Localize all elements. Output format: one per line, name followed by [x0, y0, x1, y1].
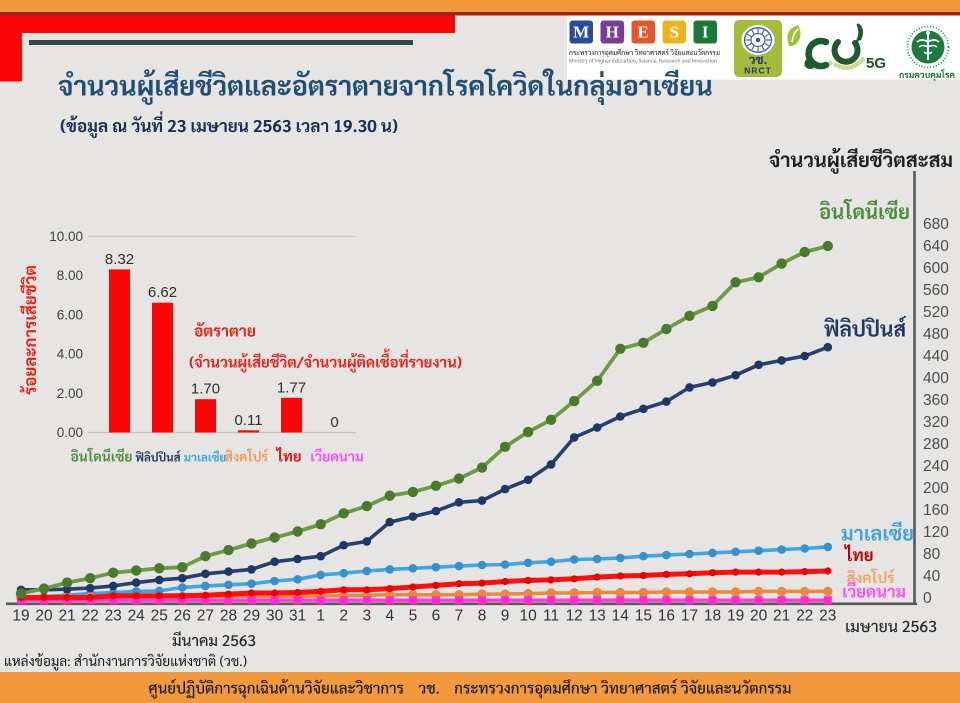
svg-text:M: M: [573, 23, 589, 42]
svg-text:10: 10: [519, 608, 537, 625]
svg-text:200: 200: [923, 480, 949, 497]
svg-text:400: 400: [923, 370, 949, 387]
svg-text:21: 21: [773, 608, 790, 625]
svg-text:11: 11: [543, 608, 559, 625]
svg-text:4: 4: [385, 608, 394, 625]
svg-text:5G: 5G: [866, 55, 886, 72]
svg-text:280: 280: [923, 436, 949, 453]
svg-text:3: 3: [362, 608, 371, 625]
svg-text:8.32: 8.32: [105, 251, 134, 268]
svg-text:14: 14: [612, 608, 630, 625]
svg-text:23: 23: [105, 608, 122, 625]
svg-text:13: 13: [589, 608, 606, 625]
svg-text:440: 440: [923, 348, 949, 365]
svg-text:25: 25: [151, 608, 168, 625]
svg-text:520: 520: [923, 304, 949, 321]
svg-text:H: H: [606, 23, 619, 42]
svg-text:15: 15: [635, 608, 652, 625]
svg-text:6: 6: [432, 608, 441, 625]
svg-text:240: 240: [923, 458, 949, 475]
svg-text:28: 28: [220, 608, 237, 625]
svg-text:29: 29: [243, 608, 260, 625]
svg-text:27: 27: [197, 608, 214, 625]
svg-text:8: 8: [478, 608, 487, 625]
svg-text:0.00: 0.00: [57, 425, 83, 440]
svg-text:12: 12: [566, 608, 583, 625]
svg-text:4.00: 4.00: [57, 347, 83, 362]
svg-text:40: 40: [923, 568, 941, 585]
svg-text:22: 22: [82, 608, 99, 625]
svg-text:680: 680: [923, 216, 949, 233]
svg-text:8.00: 8.00: [57, 268, 83, 283]
svg-text:30: 30: [266, 608, 284, 625]
svg-text:600: 600: [923, 260, 949, 277]
svg-text:1: 1: [316, 608, 325, 625]
svg-text:0: 0: [923, 590, 932, 607]
svg-text:20: 20: [750, 608, 768, 625]
svg-text:E: E: [638, 23, 649, 42]
svg-text:17: 17: [681, 608, 698, 625]
svg-text:10.00: 10.00: [49, 229, 83, 244]
svg-text:19: 19: [727, 608, 744, 625]
svg-text:2: 2: [339, 608, 348, 625]
svg-text:1.70: 1.70: [191, 381, 220, 398]
svg-text:120: 120: [923, 524, 949, 541]
svg-text:7: 7: [455, 608, 464, 625]
svg-text:I: I: [702, 23, 709, 42]
svg-text:0.11: 0.11: [234, 412, 262, 429]
svg-text:80: 80: [923, 546, 941, 563]
svg-text:S: S: [669, 23, 678, 42]
svg-text:1.77: 1.77: [277, 379, 306, 396]
svg-text:560: 560: [923, 282, 949, 299]
svg-text:360: 360: [923, 392, 949, 409]
svg-text:19: 19: [12, 608, 29, 625]
svg-text:5: 5: [409, 608, 418, 625]
svg-text:22: 22: [796, 608, 813, 625]
svg-text:6.00: 6.00: [57, 307, 83, 322]
svg-text:6.62: 6.62: [148, 284, 177, 301]
svg-text:0: 0: [330, 414, 338, 431]
svg-text:160: 160: [923, 502, 949, 519]
svg-text:31: 31: [289, 608, 306, 625]
svg-text:NRCT: NRCT: [744, 66, 772, 76]
svg-text:16: 16: [658, 608, 675, 625]
svg-text:320: 320: [923, 414, 949, 431]
svg-text:26: 26: [174, 608, 191, 625]
svg-text:18: 18: [704, 608, 721, 625]
svg-text:23: 23: [819, 608, 836, 625]
svg-text:640: 640: [923, 238, 949, 255]
svg-text:24: 24: [128, 608, 146, 625]
svg-text:480: 480: [923, 326, 949, 343]
svg-text:20: 20: [35, 608, 53, 625]
svg-text:9: 9: [501, 608, 510, 625]
svg-text:21: 21: [58, 608, 75, 625]
svg-text:2.00: 2.00: [57, 386, 83, 401]
